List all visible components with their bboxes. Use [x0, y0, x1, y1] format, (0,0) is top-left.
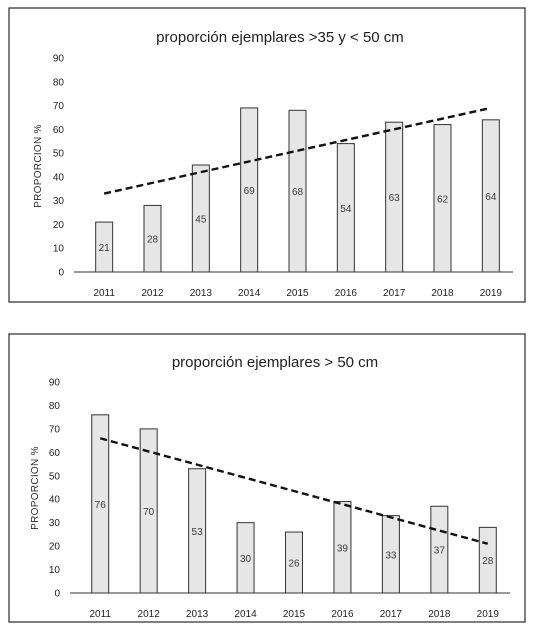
y-tick-label: 60 [53, 125, 65, 136]
x-tick-label: 2015 [286, 288, 309, 299]
x-tick-label: 2012 [141, 288, 164, 299]
y-tick-label: 40 [53, 172, 65, 183]
y-tick-label: 40 [49, 495, 61, 506]
y-tick-label: 20 [49, 542, 61, 553]
y-tick-label: 30 [53, 196, 65, 207]
y-tick-label: 20 [53, 220, 65, 231]
y-tick-label: 80 [53, 77, 65, 88]
y-tick-label: 90 [49, 378, 61, 389]
bar-data-label: 62 [437, 194, 449, 205]
bar-data-label: 76 [95, 500, 107, 511]
bar [188, 468, 207, 594]
y-tick-label: 50 [49, 471, 61, 482]
x-tick-label: 2011 [93, 288, 115, 299]
chart-1-y-axis-label: PROPORCION % [33, 124, 44, 208]
y-tick-label: 0 [58, 268, 64, 279]
x-tick-label: 2014 [238, 288, 261, 299]
x-tick-label: 2019 [477, 609, 500, 620]
bar [240, 107, 259, 273]
bar-data-label: 39 [337, 543, 349, 554]
bar-data-label: 69 [244, 186, 256, 197]
chart-2-y-axis-label: PROPORCION % [30, 446, 41, 530]
bar-data-label: 28 [482, 556, 494, 567]
bar-data-label: 45 [195, 215, 207, 226]
bar [95, 221, 114, 273]
x-tick-label: 2012 [138, 609, 161, 620]
x-tick-label: 2017 [383, 288, 406, 299]
y-tick-label: 90 [53, 54, 65, 65]
chart-2-plot-area: 0 10 20 30 40 50 60 70 80 90 76 70 53 30 26 39 33 37 28 201… [49, 378, 510, 620]
x-tick-label: 2018 [431, 288, 454, 299]
bar [385, 121, 404, 273]
chart-2-title: proporción ejemplares > 50 cm [172, 354, 378, 371]
y-tick-label: 60 [49, 448, 61, 459]
bar-data-label: 70 [143, 507, 155, 518]
y-tick-label: 30 [49, 518, 61, 529]
x-tick-label: 2016 [331, 609, 354, 620]
trend-line [103, 106, 492, 195]
bar-data-label: 21 [99, 243, 111, 254]
chart-1-title: proporción ejemplares >35 y < 50 cm [156, 29, 404, 46]
bar [191, 164, 210, 273]
x-tick-label: 2016 [335, 288, 358, 299]
y-tick-label: 50 [53, 149, 65, 160]
bar [430, 505, 449, 594]
bar [336, 143, 355, 273]
bar-data-label: 37 [434, 546, 446, 557]
bar-data-label: 28 [147, 235, 159, 246]
bar [333, 501, 352, 594]
x-tick-label: 2015 [283, 609, 306, 620]
bar-data-label: 63 [389, 193, 401, 204]
bar [381, 515, 400, 594]
bar-data-label: 54 [340, 204, 352, 215]
y-tick-label: 0 [54, 589, 60, 600]
y-tick-label: 80 [49, 401, 61, 412]
bar [285, 531, 303, 594]
chart-panel-1: proporción ejemplares >35 y < 50 cm PROP… [8, 7, 526, 303]
bar-data-label: 53 [192, 527, 204, 538]
bar [236, 522, 255, 594]
x-tick-label: 2014 [234, 609, 257, 620]
bar-data-label: 33 [385, 550, 397, 561]
bar-data-label: 30 [240, 554, 252, 565]
bar-data-label: 68 [292, 187, 304, 198]
y-tick-label: 10 [53, 244, 65, 255]
chart-panel-2: proporción ejemplares > 50 cm PROPORCION… [8, 333, 526, 623]
bar [481, 119, 500, 273]
trend-line [99, 437, 489, 545]
x-tick-label: 2018 [428, 609, 451, 620]
bar [143, 204, 162, 273]
x-tick-label: 2013 [186, 609, 209, 620]
y-tick-label: 70 [53, 101, 65, 112]
y-tick-label: 70 [49, 424, 61, 435]
x-tick-label: 2017 [380, 609, 403, 620]
bar-data-label: 64 [485, 192, 497, 203]
y-tick-label: 10 [49, 565, 61, 576]
bar [91, 414, 110, 594]
bar-data-label: 26 [288, 559, 300, 570]
bar [433, 124, 452, 273]
bar [139, 428, 158, 594]
chart-1-plot-area: 0 10 20 30 40 50 60 70 80 90 21 28 45 69 68 54 63 62 64 201… [53, 54, 513, 299]
x-tick-label: 2011 [89, 609, 111, 620]
x-tick-label: 2013 [190, 288, 213, 299]
x-tick-label: 2019 [480, 288, 503, 299]
